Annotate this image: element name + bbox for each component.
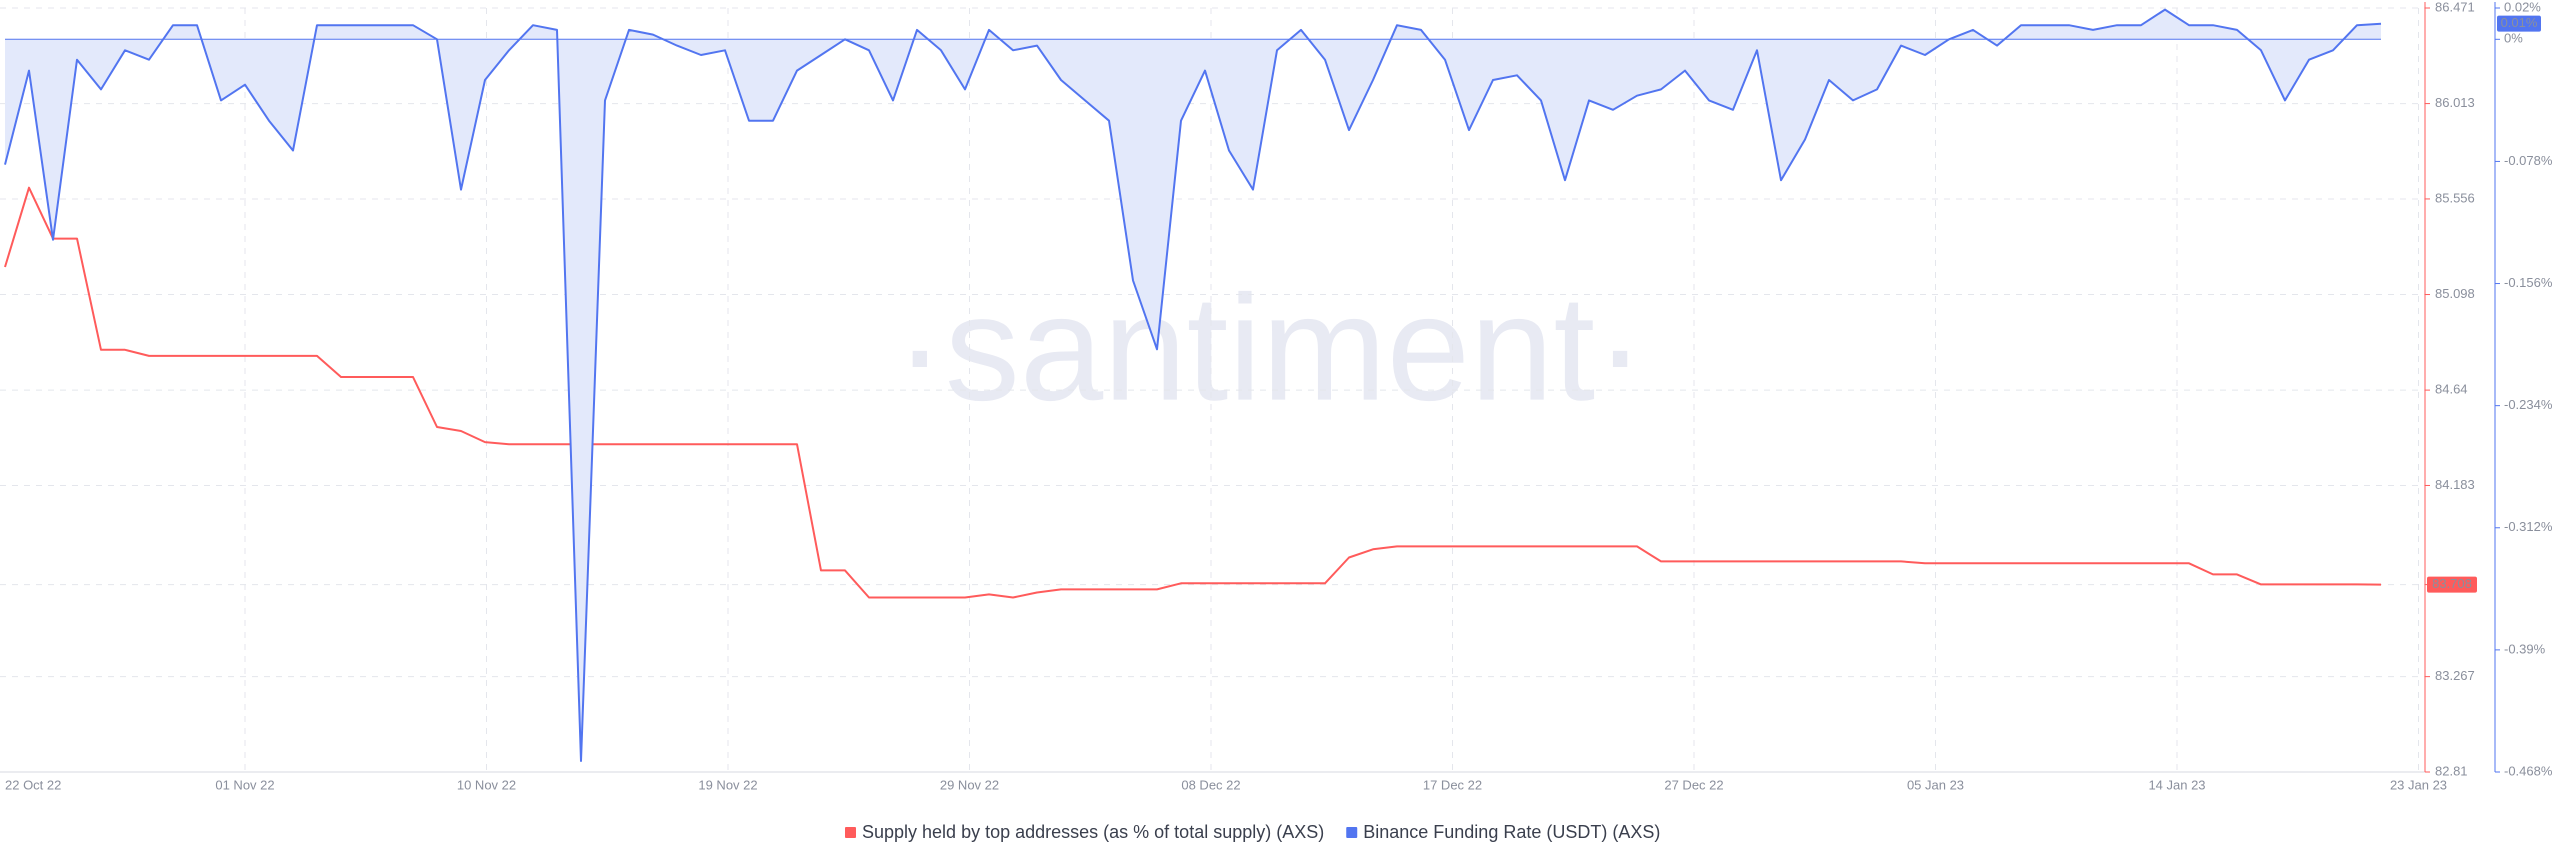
y-tick-label: 84.64 [2435, 382, 2468, 397]
legend: Supply held by top addresses (as % of to… [845, 822, 1660, 842]
legend-swatch [1346, 827, 1358, 838]
last-value-badge [2497, 15, 2541, 32]
y-tick-label: 84.183 [2435, 477, 2475, 492]
y2-tick-label: -0.312% [2504, 519, 2553, 534]
y-tick-label: 85.098 [2435, 286, 2475, 301]
legend-label: Supply held by top addresses (as % of to… [862, 822, 1324, 842]
y2-tick-label: 0% [2504, 31, 2523, 46]
y2-tick-label: -0.468% [2504, 763, 2553, 778]
area [5, 9, 2381, 762]
last-value-label: 0.01% [2501, 15, 2538, 30]
last-value-badge [2427, 576, 2477, 593]
y-tick-label: 86.471 [2435, 0, 2475, 14]
y-tick-label: 85.556 [2435, 190, 2475, 205]
y-tick-label: 86.013 [2435, 95, 2475, 110]
x-tick-label: 19 Nov 22 [698, 777, 757, 792]
x-tick-label: 08 Dec 22 [1181, 777, 1240, 792]
y2-tick-label: -0.234% [2504, 397, 2553, 412]
x-tick-label: 10 Nov 22 [457, 777, 516, 792]
legend-swatch [845, 827, 856, 838]
line [4, 8, 2382, 762]
x-tick-label: 14 Jan 23 [2148, 777, 2205, 792]
legend-label: Binance Funding Rate (USDT) (AXS) [1363, 822, 1660, 842]
y2-tick-label: 0.02% [2504, 0, 2541, 14]
x-tick-label: 01 Nov 22 [215, 777, 274, 792]
x-tick-label: 29 Nov 22 [940, 777, 999, 792]
y-tick-label: 82.81 [2435, 763, 2468, 778]
x-tick-label: 22 Oct 22 [5, 777, 61, 792]
y2-tick-label: -0.156% [2504, 275, 2553, 290]
y2-tick-label: -0.39% [2504, 641, 2546, 656]
watermark: ·santiment· [895, 264, 1645, 432]
line [4, 186, 2382, 599]
y2-tick-label: -0.078% [2504, 153, 2553, 168]
x-tick-label: 27 Dec 22 [1664, 777, 1723, 792]
y-tick-label: 83.267 [2435, 668, 2475, 683]
x-tick-label: 17 Dec 22 [1423, 777, 1482, 792]
last-value-label: 83.708 [2432, 576, 2472, 591]
x-tick-label: 23 Jan 23 [2390, 777, 2447, 792]
x-tick-label: 05 Jan 23 [1907, 777, 1964, 792]
